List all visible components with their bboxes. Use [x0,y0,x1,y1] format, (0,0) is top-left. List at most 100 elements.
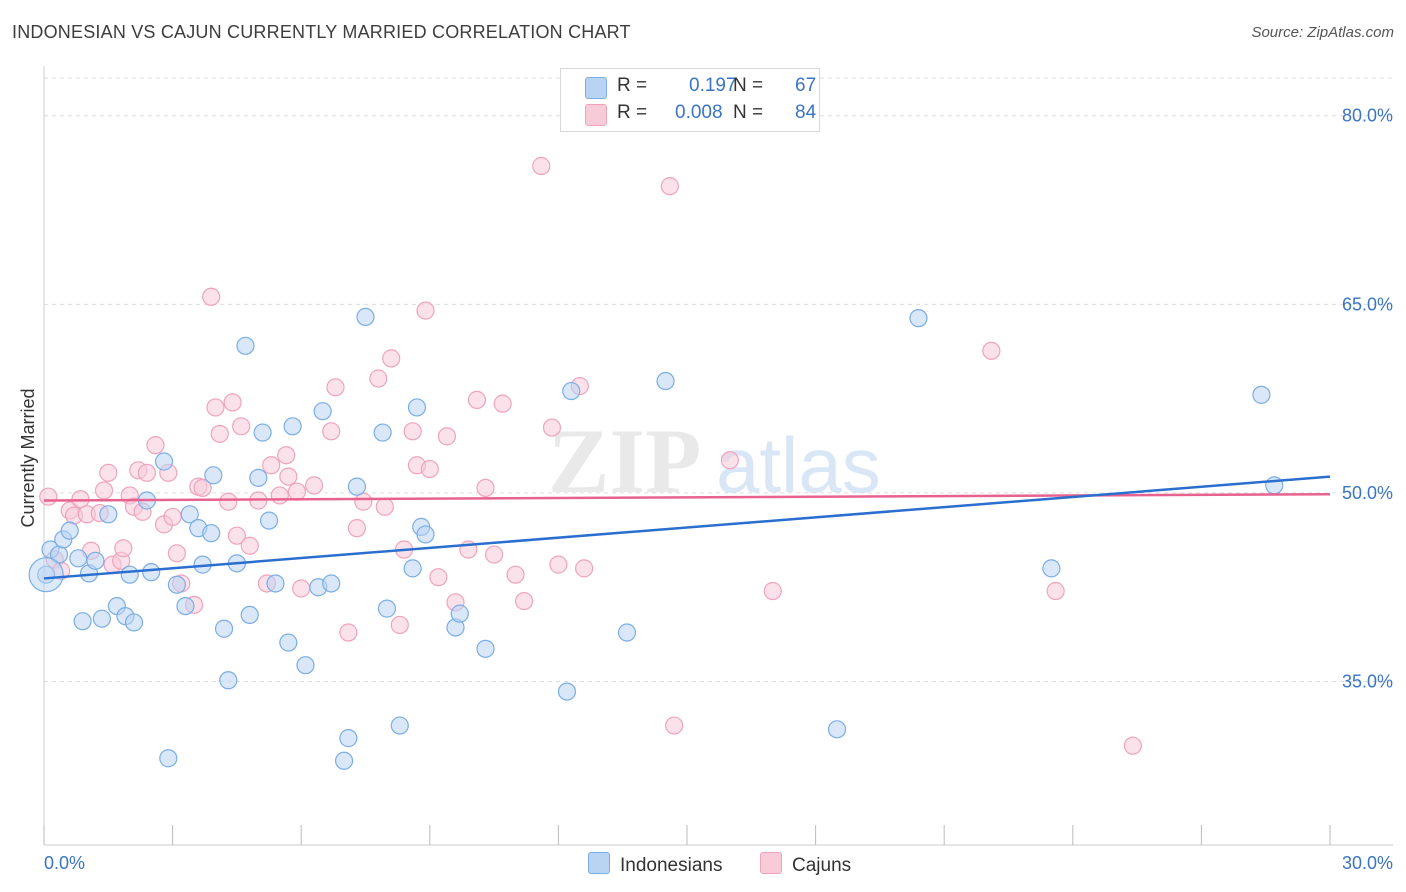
data-point [240,536,259,555]
data-point [180,505,199,524]
data-point [1042,559,1061,578]
data-point [210,424,229,443]
data-point [92,609,111,628]
data-point [287,482,307,501]
data-point [304,476,324,495]
bottom-legend-indonesians: Indonesians [588,852,722,877]
data-point [28,557,64,593]
data-point [575,559,594,578]
y-tick-label: 35.0% [1342,672,1393,692]
data-point [270,486,289,505]
axes [43,66,1393,846]
data-point [114,539,133,558]
legend-swatch-blue [585,77,607,99]
data-point [485,545,504,564]
data-point [1252,385,1271,404]
data-point [390,615,409,635]
data-point [296,656,315,675]
legend-r-label: R = [617,75,648,96]
data-point [532,156,551,176]
series-indonesians [28,307,1284,770]
data-point [665,716,684,735]
data-point [240,605,259,625]
data-point [219,671,238,690]
data-point [617,623,637,642]
data-point [467,390,487,409]
data-point [982,341,1001,360]
data-point [542,418,562,437]
data-point [283,417,302,436]
data-point [450,604,469,623]
data-point [720,451,739,470]
data-point [407,398,427,417]
source-label: Source: ZipAtlas.com [1251,24,1394,41]
y-tick-label: 80.0% [1342,106,1393,126]
data-point [557,682,577,701]
data-point [167,544,186,563]
data-point [193,478,212,498]
data-point [223,393,242,412]
data-point [390,716,409,735]
bottom-legend-cajuns: Cajuns [760,852,851,877]
data-point [506,565,525,584]
bottom-legend-label: Cajuns [792,855,852,876]
data-point [99,463,118,482]
legend-n-label: N = [733,102,764,123]
data-point [154,452,174,471]
data-point [313,402,332,421]
data-point [206,398,225,417]
data-point [356,307,375,327]
trend-lines [43,475,1331,580]
data-point [549,555,568,574]
data-point [347,477,367,496]
data-point [403,559,422,578]
data-point [219,492,238,511]
legend-swatch-pink [585,104,607,126]
data-point [326,378,345,397]
data-point [334,751,354,770]
series-cajuns [39,156,1142,755]
data-point [99,505,118,524]
y-tick-label: 50.0% [1342,483,1393,503]
x-tick-label-max: 30.0% [1342,853,1393,873]
watermark-atlas: atlas [716,421,881,509]
data-point [86,551,105,570]
data-point [322,574,341,593]
data-point [1046,581,1065,601]
data-point [373,423,392,442]
trend-line-indonesians [43,475,1331,580]
data-point [437,427,457,446]
trend-line-cajuns [43,492,1331,502]
data-point [515,591,534,611]
data-point [202,287,221,306]
data-point [339,729,358,748]
legend-r-value: 0.197 [689,75,737,96]
data-point [236,336,255,355]
data-point [369,369,388,388]
data-point [279,633,298,652]
data-point [39,487,58,506]
legend-r-value: 0.008 [675,102,723,123]
data-point [339,623,358,642]
y-tick-label: 65.0% [1342,294,1393,314]
data-point [146,436,165,455]
data-point [292,579,311,598]
chart-title: INDONESIAN VS CAJUN CURRENTLY MARRIED CO… [12,22,631,42]
data-point [322,422,341,441]
data-point [429,568,448,587]
data-point [262,456,281,475]
data-point [279,467,298,486]
legend: R = 0.197 N = 67 R = 0.008 N = 84 [560,68,820,132]
data-point [163,507,182,526]
data-point [493,394,512,413]
data-point [176,596,195,616]
data-point [137,463,156,482]
bottom-legend-label: Indonesians [620,855,723,876]
data-point [416,525,435,544]
data-point [403,422,422,441]
data-point [382,349,401,368]
data-point [167,575,186,594]
data-point [253,423,272,442]
data-point [227,526,246,545]
